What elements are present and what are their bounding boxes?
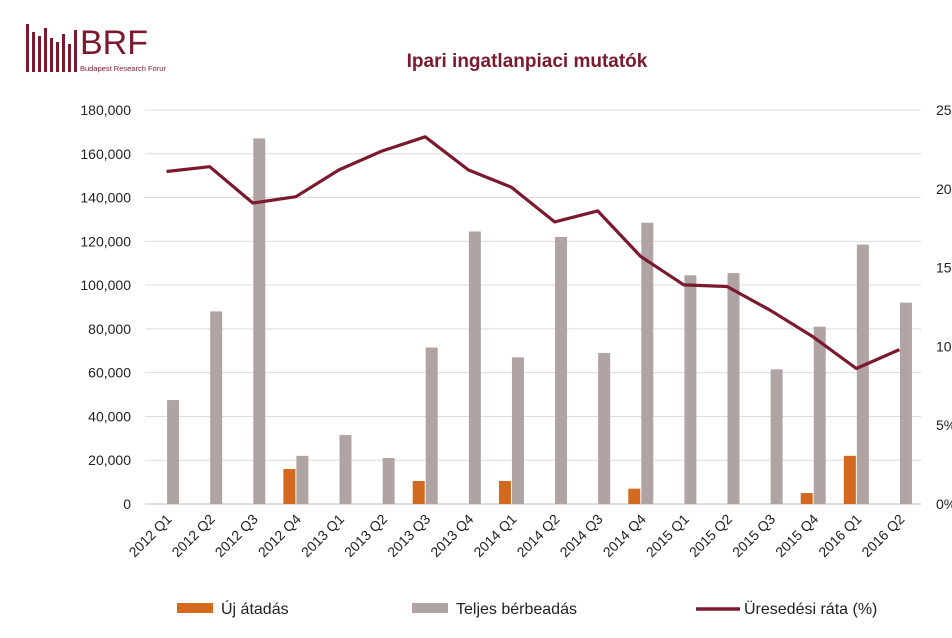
x-tick-label: 2013 Q4 xyxy=(427,511,476,560)
x-tick-label: 2012 Q2 xyxy=(168,511,217,560)
y-left-tick-label: 80,000 xyxy=(88,321,131,337)
chart-title: Ipari ingatlanpiaci mutatók xyxy=(407,51,648,72)
y-left-tick-label: 60,000 xyxy=(88,365,131,381)
gridlines xyxy=(145,109,921,505)
legend-label: Új átadás xyxy=(221,599,289,618)
bar-uj-atadas xyxy=(412,481,425,504)
bar-teljes-berbeadas xyxy=(167,400,180,504)
y-right-tick-label: 20 xyxy=(936,181,952,197)
bar-uj-atadas xyxy=(843,455,856,504)
x-tick-label: 2015 Q3 xyxy=(729,511,778,560)
bar-teljes-berbeadas xyxy=(770,369,783,504)
bar-teljes-berbeadas xyxy=(598,352,611,504)
bar-teljes-berbeadas xyxy=(468,231,481,504)
y-axis-right: 0% 5% 10 15 20 25 xyxy=(936,102,952,512)
y-axis-left: 0 20,000 40,000 60,000 80,000 100,000 120,000 1… xyxy=(80,102,131,512)
bar-teljes-berbeadas xyxy=(555,236,568,504)
y-left-tick-label: 180,000 xyxy=(80,102,131,118)
brf-logo: BRF Budapest Research Forum xyxy=(26,24,166,73)
x-tick-label: 2013 Q2 xyxy=(341,511,390,560)
bar-teljes-berbeadas xyxy=(296,455,309,504)
vacancy-rate-line xyxy=(166,135,901,371)
x-tick-label: 2014 Q1 xyxy=(470,511,519,560)
brf-logo-bars-icon xyxy=(26,24,77,72)
bars xyxy=(167,138,912,504)
x-tick-label: 2012 Q1 xyxy=(125,511,174,560)
y-left-tick-label: 120,000 xyxy=(80,233,131,249)
bar-uj-atadas xyxy=(498,481,511,504)
y-left-tick-label: 20,000 xyxy=(88,452,131,468)
y-right-tick-label: 0% xyxy=(936,496,952,512)
x-tick-label: 2014 Q2 xyxy=(513,511,562,560)
brf-tagline: Budapest Research Forum xyxy=(80,64,166,73)
x-tick-label: 2015 Q1 xyxy=(643,511,692,560)
legend: Új átadás Teljes bérbeadás Üresedési ráta … xyxy=(177,599,877,618)
vacancy-line xyxy=(166,135,901,371)
bar-teljes-berbeadas xyxy=(253,138,266,504)
bar-teljes-berbeadas xyxy=(425,347,438,504)
y-left-tick-label: 40,000 xyxy=(88,408,131,424)
x-tick-label: 2016 Q2 xyxy=(858,511,907,560)
y-right-tick-label: 10 xyxy=(936,338,952,354)
y-right-tick-label: 15 xyxy=(936,260,952,276)
legend-swatch xyxy=(412,603,448,613)
x-tick-label: 2014 Q4 xyxy=(600,511,649,560)
x-tick-label: 2013 Q1 xyxy=(298,511,347,560)
legend-label: Üresedési ráta (%) xyxy=(744,600,877,618)
x-tick-label: 2015 Q2 xyxy=(686,511,735,560)
bar-teljes-berbeadas xyxy=(641,222,654,504)
bar-uj-atadas xyxy=(283,468,296,504)
y-left-tick-label: 140,000 xyxy=(80,190,131,206)
x-tick-label: 2016 Q1 xyxy=(815,511,864,560)
bar-uj-atadas xyxy=(800,493,813,504)
y-right-tick-label: 5% xyxy=(936,417,952,433)
legend-swatch xyxy=(177,603,213,613)
y-left-tick-label: 0 xyxy=(123,496,131,512)
y-right-tick-label: 25 xyxy=(936,102,952,118)
bar-uj-atadas xyxy=(628,488,641,504)
y-left-tick-label: 100,000 xyxy=(80,277,131,293)
y-left-tick-label: 160,000 xyxy=(80,146,131,162)
bar-teljes-berbeadas xyxy=(684,275,697,504)
bar-teljes-berbeadas xyxy=(727,273,740,504)
x-tick-label: 2015 Q4 xyxy=(772,511,821,560)
bar-teljes-berbeadas xyxy=(856,244,869,504)
x-tick-label: 2014 Q3 xyxy=(556,511,605,560)
x-tick-label: 2012 Q4 xyxy=(255,511,304,560)
x-tick-label: 2012 Q3 xyxy=(212,511,261,560)
x-tick-label: 2013 Q3 xyxy=(384,511,433,560)
bar-teljes-berbeadas xyxy=(339,435,352,504)
bar-teljes-berbeadas xyxy=(511,357,524,504)
brf-wordmark: BRF xyxy=(80,24,148,62)
legend-label: Teljes bérbeadás xyxy=(456,601,577,618)
bar-teljes-berbeadas xyxy=(210,311,223,504)
bar-teljes-berbeadas xyxy=(899,302,912,504)
bar-teljes-berbeadas xyxy=(382,458,395,504)
bar-teljes-berbeadas xyxy=(813,326,826,504)
